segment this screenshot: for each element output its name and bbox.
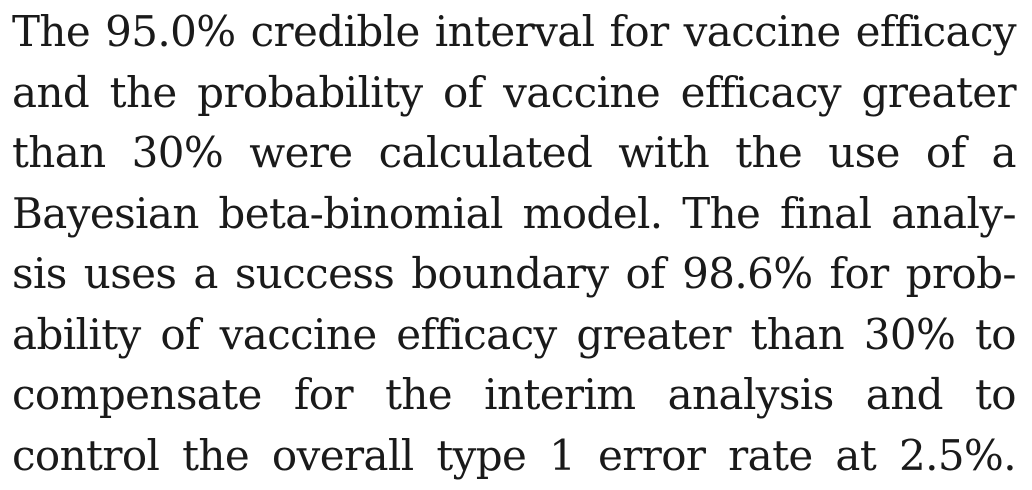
text-line-5: sis uses a success boundary of 98.6% for… xyxy=(12,249,1017,298)
text-line-2: and the probability of vaccine efficacy … xyxy=(12,67,1017,117)
text-line-3: than 30% were calculated with the use of… xyxy=(12,128,1017,177)
body-paragraph: The 95.0% credible interval for vaccine … xyxy=(12,2,1018,486)
text-line-7: compensate for the interim analysis and … xyxy=(12,370,1017,419)
text-line-6: ability of vaccine efficacy greater than… xyxy=(12,309,1017,359)
text-line-8: control the overall type 1 error rate at… xyxy=(12,430,1017,480)
text-line-4: Bayesian beta-binomial model. The final … xyxy=(12,188,1017,238)
text-line-1: The 95.0% credible interval for vaccine … xyxy=(12,7,1017,56)
